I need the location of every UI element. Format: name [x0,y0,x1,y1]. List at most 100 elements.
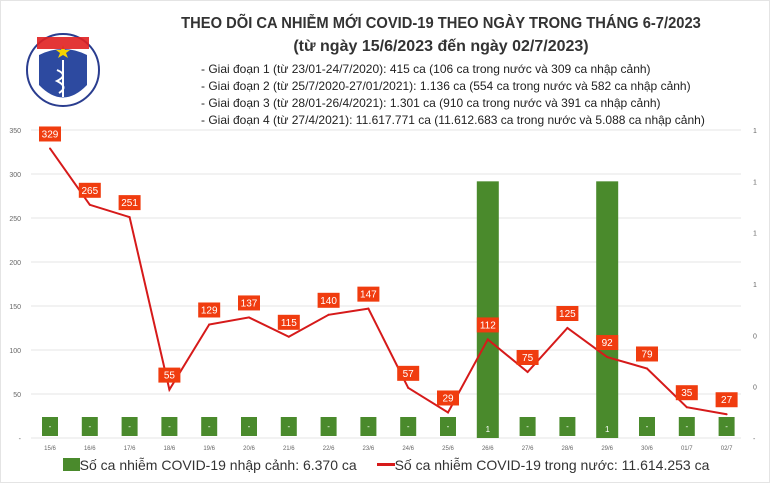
bar-imported [201,417,218,436]
line-point [606,356,609,359]
line-data-label: 92 [602,338,614,349]
line-data-label: 27 [721,395,733,406]
legend-label: Số ca nhiễm COVID-19 trong nước: 11.614.… [394,457,710,473]
line-point [486,338,489,341]
line-data-label-box [78,182,101,198]
bar-data-label: - [208,422,211,431]
line-data-label: 75 [522,353,534,364]
line-data-label: 125 [559,309,576,320]
x-axis-tick-label: 18/6 [164,446,176,452]
bar-data-label: - [128,422,131,431]
x-axis-tick-label: 01/7 [681,446,693,452]
line-data-label: 57 [403,369,415,380]
bar-imported [320,417,337,436]
left-axis-tick-label: 350 [9,128,21,135]
left-axis-tick-label: 50 [13,392,21,399]
bar-imported [121,417,138,436]
line-point [526,371,529,373]
phase-note: - Giai đoạn 3 (từ 28/01-26/4/2021): 1.30… [201,96,661,110]
right-axis-tick-label: 1 [753,179,757,186]
x-axis-tick-label: 15/6 [44,446,56,452]
left-axis-tick-label: 250 [9,216,21,223]
line-data-label-box [357,286,380,302]
legend: Số ca nhiễm COVID-19 nhập cảnh: 6.370 ca… [1,457,769,473]
line-data-label: 140 [320,296,337,307]
left-axis-tick-label: 150 [9,304,21,311]
bar-imported [280,417,297,436]
bar-data-label: 1 [486,425,491,434]
ministry-of-health-logo [26,33,100,107]
line-point [128,216,131,219]
bar-imported [241,417,257,436]
bar-imported [718,417,735,436]
phase-notes: - Giai đoạn 1 (từ 23/01-24/7/2020): 415 … [201,61,705,129]
bar-imported [519,417,536,436]
bar-data-label: - [88,422,91,431]
bar-data-label: - [168,422,171,431]
line-point [49,147,51,150]
line-point [327,313,330,316]
phase-note: - Giai đoạn 1 (từ 23/01-24/7/2020): 415 … [201,62,651,76]
line-data-label: 35 [681,388,693,399]
x-axis-tick-label: 26/6 [482,446,494,452]
line-data-label-box [118,195,141,211]
right-axis-tick-label: 1 [753,231,757,238]
bar-imported [639,417,655,436]
x-axis-tick-label: 29/6 [601,446,613,452]
bar-data-label: - [407,422,410,431]
line-data-label: 79 [641,349,653,360]
x-axis-tick-label: 02/7 [721,446,733,452]
bar-imported [678,417,695,436]
bar-imported [476,181,499,439]
x-axis-tick-label: 25/6 [442,446,454,452]
line-data-label-box [238,295,260,311]
bar-data-label: - [725,422,728,431]
line-data-label-box [516,350,539,365]
bar-data-label: - [646,422,649,431]
line-data-label: 55 [164,371,176,382]
bar-data-label: - [248,422,251,431]
line-data-label-box [437,390,459,406]
line-data-label: 329 [42,129,59,140]
line-data-label-box [636,346,658,362]
domestic-cases-line [49,147,727,416]
right-axis-tick-label: 0 [753,385,757,392]
bar-imported [81,417,98,436]
line-data-label: 29 [442,393,454,404]
line-point [208,323,211,326]
bar-data-label: - [685,422,688,431]
line-point [725,413,728,416]
left-axis-tick-label: 200 [9,260,21,267]
right-axis-tick-label: - [753,436,756,443]
x-axis-tick-label: 16/6 [84,446,96,452]
bar-data-label: 1 [605,425,610,434]
x-axis-tick-label: 17/6 [124,446,136,452]
line-data-label: 251 [121,198,138,209]
x-axis-tick-label: 23/6 [363,446,375,452]
phase-note: - Giai đoạn 2 (từ 25/7/2020-27/01/2021):… [201,79,691,93]
bar-imported [440,417,456,436]
line-point [287,335,290,338]
line-data-label-box [556,306,579,321]
chart-subtitle: (từ ngày 15/6/2023 đến ngày 02/7/2023) [293,38,589,55]
line-data-label: 129 [201,305,218,316]
line-data-label-box [277,314,300,330]
line-data-label-box [476,317,499,333]
x-axis-tick-label: 28/6 [562,446,574,452]
bar-data-label: - [49,422,52,431]
line-data-label-box [397,365,420,381]
line-point [88,203,91,206]
legend-item-domestic: Số ca nhiễm COVID-19 trong nước: 11.614.… [376,457,710,473]
line-point [646,367,648,370]
left-axis-tick-label: 100 [9,348,21,355]
line-data-label-box [39,126,61,142]
bar-imported [596,181,619,439]
line-point [248,316,250,319]
line-data-label: 265 [81,186,98,197]
line-data-label-box [158,367,181,383]
line-point [566,327,569,329]
line-data-label-box [715,392,738,408]
legend-label: Số ca nhiễm COVID-19 nhập cảnh: 6.370 ca [79,457,357,473]
